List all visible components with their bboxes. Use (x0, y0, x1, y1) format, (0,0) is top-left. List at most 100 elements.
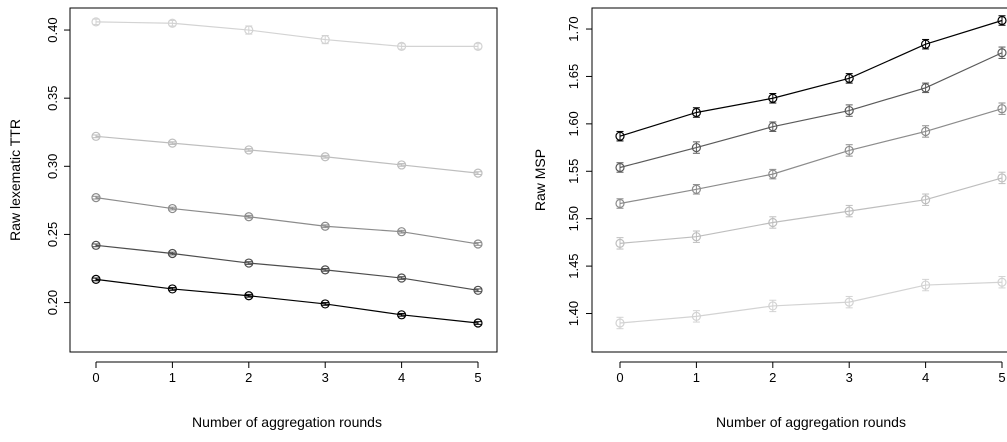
y-tick-label: 1.40 (566, 301, 581, 326)
data-point (691, 311, 702, 321)
series-line (95, 197, 479, 245)
x-axis-title: Number of aggregation rounds (716, 414, 906, 430)
data-point (397, 160, 407, 170)
x-tick-label: 4 (922, 370, 929, 385)
series-line (619, 19, 1003, 137)
data-point (320, 299, 330, 309)
data-point (768, 122, 778, 132)
data-point (473, 318, 483, 328)
left-panel-lexematic-ttr: 0.20 0.25 0.30 0.35 0.40 0 1 2 3 4 5 Number of aggr… (7, 7, 498, 430)
data-point (473, 285, 483, 295)
y-tick-label: 0.40 (45, 17, 60, 42)
data-point (920, 126, 931, 137)
series-line (95, 278, 479, 324)
data-point (397, 41, 407, 51)
data-point (167, 18, 177, 28)
right-panel-msp: 1.40 1.45 1.50 1.55 1.60 1.65 1.70 0 1 2 3 4 5 Number… (532, 7, 1007, 430)
data-point (768, 301, 778, 311)
data-point (691, 107, 702, 118)
data-point (91, 17, 101, 27)
data-point (615, 238, 625, 248)
data-point (320, 265, 330, 275)
data-point (768, 169, 778, 179)
x-tick-label: 0 (616, 370, 623, 385)
series-4 (91, 274, 483, 328)
y-tick-label: 1.60 (566, 111, 581, 136)
x-tick-label: 1 (693, 370, 700, 385)
data-point (844, 206, 854, 216)
data-point (320, 221, 330, 231)
data-point (167, 248, 177, 259)
series-0 (91, 17, 483, 51)
data-point (244, 25, 254, 35)
series-3 (615, 46, 1007, 173)
data-point (91, 274, 101, 284)
data-point (997, 15, 1007, 26)
data-point (91, 193, 101, 203)
y-tick-label: 0.30 (45, 154, 60, 179)
x-tick-label: 4 (398, 370, 405, 385)
series-3 (91, 240, 483, 295)
series-1 (91, 131, 483, 178)
x-tick-label: 3 (322, 370, 329, 385)
data-point (615, 318, 625, 328)
data-point (691, 184, 702, 194)
data-point (691, 232, 702, 242)
series-4 (615, 15, 1007, 142)
series-line (95, 135, 479, 174)
data-point (244, 258, 254, 268)
series-line (619, 108, 1003, 205)
data-point (844, 73, 854, 83)
series-line (95, 21, 478, 47)
data-point (473, 239, 483, 249)
y-tick-label: 0.25 (45, 222, 60, 247)
x-tick-label: 2 (245, 370, 252, 385)
data-point (997, 48, 1007, 58)
data-point (397, 273, 407, 283)
data-point (167, 284, 177, 294)
data-point (91, 240, 101, 250)
x-tick-label: 5 (474, 370, 481, 385)
series-0 (615, 276, 1007, 330)
data-point (244, 291, 254, 301)
x-tick-label: 5 (998, 370, 1005, 385)
data-point (473, 41, 483, 51)
data-point (920, 83, 931, 93)
data-point (920, 39, 931, 49)
series-2 (615, 102, 1007, 209)
data-point (91, 131, 101, 141)
data-point (167, 203, 177, 214)
data-point (320, 34, 330, 45)
y-tick-label: 1.55 (566, 159, 581, 184)
data-point (615, 162, 625, 173)
data-point (615, 131, 625, 141)
series-line (619, 281, 1003, 324)
x-axis-title: Number of aggregation rounds (192, 414, 382, 430)
x-tick-label: 1 (169, 370, 176, 385)
data-point (844, 105, 854, 116)
y-tick-label: 1.70 (566, 16, 581, 41)
series-2 (91, 193, 483, 249)
y-tick-label: 1.50 (566, 206, 581, 231)
plot-frame (591, 7, 1007, 353)
data-point (844, 297, 854, 307)
data-point (920, 195, 931, 205)
data-point (320, 152, 330, 162)
y-axis-title: Raw MSP (532, 149, 548, 211)
x-tick-label: 3 (846, 370, 853, 385)
data-point (615, 198, 625, 209)
data-point (844, 145, 854, 156)
data-point (397, 310, 407, 320)
y-tick-label: 1.45 (566, 253, 581, 278)
plot-frame (69, 7, 498, 353)
y-axis-title: Raw lexematic TTR (7, 119, 23, 241)
y-tick-label: 0.20 (45, 290, 60, 315)
series-line (95, 244, 479, 291)
x-tick-label: 2 (769, 370, 776, 385)
data-point (920, 280, 931, 290)
data-point (997, 104, 1007, 114)
data-point (167, 138, 177, 148)
data-point (244, 145, 254, 155)
data-point (997, 173, 1007, 183)
